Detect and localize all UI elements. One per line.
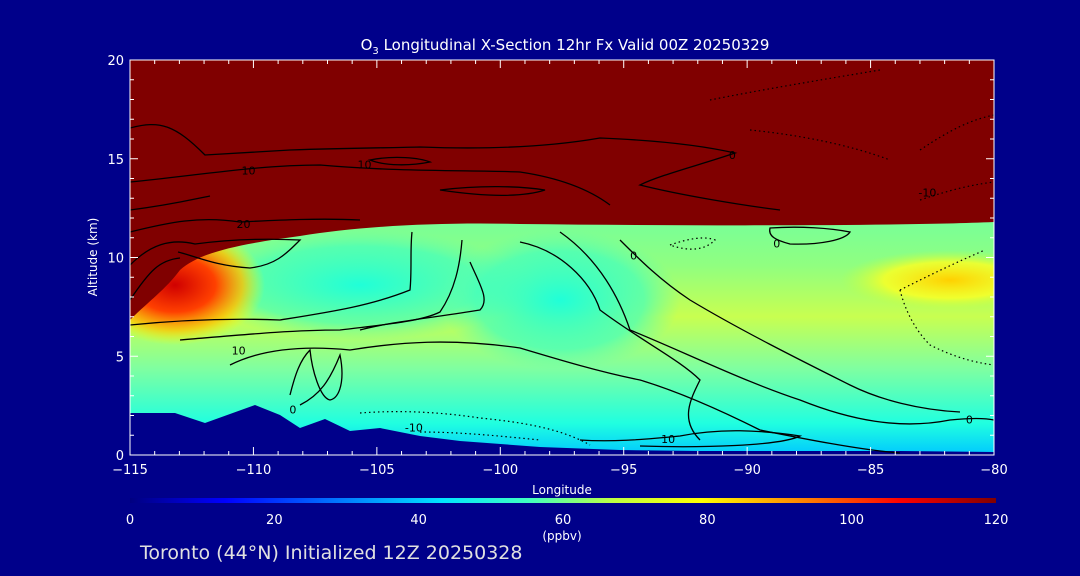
dotted-contours xyxy=(359,69,994,446)
colorbar-tick-label: 80 xyxy=(699,513,716,528)
y-tick-label: 0 xyxy=(116,449,124,464)
chart-title-rest: Longitudinal X-Section 12hr Fx Valid 00Z… xyxy=(379,36,770,54)
contour-line xyxy=(367,156,433,166)
terrain-shape xyxy=(130,405,994,455)
colorbar-ticks: 0 20 40 60 80 100 120 xyxy=(126,513,1009,528)
dotted-contour-line xyxy=(919,181,994,201)
y-tick-label: 20 xyxy=(107,54,124,69)
colorbar-tick-label: 60 xyxy=(555,513,572,528)
contour-label: 10 xyxy=(661,433,675,446)
field-east-yellow xyxy=(840,250,994,310)
dotted-contour-line xyxy=(359,411,591,446)
chart-title-subscript: 3 xyxy=(372,46,378,57)
colorbar-tick-label: 40 xyxy=(410,513,427,528)
y-axis-label: Altitude (km) xyxy=(86,218,100,297)
x-tick-label: −90 xyxy=(733,463,760,478)
x-tick-label: −95 xyxy=(610,463,637,478)
x-tick-label: −115 xyxy=(112,463,148,478)
contour-label: -10 xyxy=(918,186,936,199)
contour-label: -10 xyxy=(405,421,423,434)
contour-line xyxy=(359,261,485,331)
y-tick-label: 5 xyxy=(116,350,124,365)
footer-text: Toronto (44°N) Initialized 12Z 20250328 xyxy=(140,542,523,564)
contour-label: 0 xyxy=(773,238,780,251)
contour-label: 10 xyxy=(232,344,246,357)
chart-title: O3 Longitudinal X-Section 12hr Fx Valid … xyxy=(361,36,770,57)
x-axis: −115 −110 −105 −100 −95 −90 −85 −80 xyxy=(112,60,1008,478)
contour-line xyxy=(559,231,994,425)
contour-line xyxy=(619,239,961,413)
colorbar-tick-label: 0 xyxy=(126,513,134,528)
contour-line xyxy=(130,218,361,233)
colorbar-unit-label: (ppbv) xyxy=(542,529,581,543)
y-tick-label: 10 xyxy=(107,252,124,267)
x-tick-label: −80 xyxy=(980,463,1007,478)
colorbar-tick-label: 120 xyxy=(984,513,1009,528)
dotted-contour-line xyxy=(709,69,881,101)
contour-line xyxy=(130,164,611,206)
stratosphere-region xyxy=(130,60,994,320)
contour-label: 10 xyxy=(241,165,255,178)
contour-line xyxy=(130,257,181,301)
x-tick-label: −85 xyxy=(857,463,884,478)
dotted-contour-line xyxy=(919,114,994,151)
colorbar-tick-label: 100 xyxy=(839,513,864,528)
contour-label: 0 xyxy=(966,413,973,426)
contour-line xyxy=(130,231,413,326)
x-axis-label: Longitude xyxy=(532,483,592,497)
y-axis: 0 5 10 15 20 xyxy=(107,54,994,464)
contour-line xyxy=(769,226,852,245)
x-tick-label: −100 xyxy=(482,463,518,478)
field-mid-cyan-2 xyxy=(440,230,680,370)
colorbar-tick-label: 20 xyxy=(266,513,283,528)
plot-field xyxy=(130,60,994,455)
contour-line xyxy=(130,195,211,211)
contour-labels: 10 10 20 10 0 -10 0 -10 0 0 10 0 xyxy=(232,149,973,446)
colorbar xyxy=(130,498,996,503)
dotted-contour-line xyxy=(899,249,986,291)
x-tick-label: −105 xyxy=(359,463,395,478)
contour-label: 20 xyxy=(237,218,251,231)
contour-line xyxy=(519,241,701,441)
chart-title-prefix: O xyxy=(361,36,373,54)
contour-line xyxy=(130,238,302,269)
contour-line xyxy=(439,185,546,196)
dotted-contour-line xyxy=(669,237,717,250)
dotted-contour-line xyxy=(899,289,994,366)
contour-label: 0 xyxy=(729,149,736,162)
contour-line xyxy=(289,348,343,406)
contour-line xyxy=(130,123,781,211)
x-tick-label: −110 xyxy=(236,463,272,478)
contour-lines xyxy=(130,123,994,454)
contour-label: 0 xyxy=(630,250,637,263)
contour-line xyxy=(579,430,803,448)
contour-label: 0 xyxy=(289,404,296,417)
y-tick-label: 15 xyxy=(107,153,124,168)
contour-label: 10 xyxy=(358,159,372,172)
